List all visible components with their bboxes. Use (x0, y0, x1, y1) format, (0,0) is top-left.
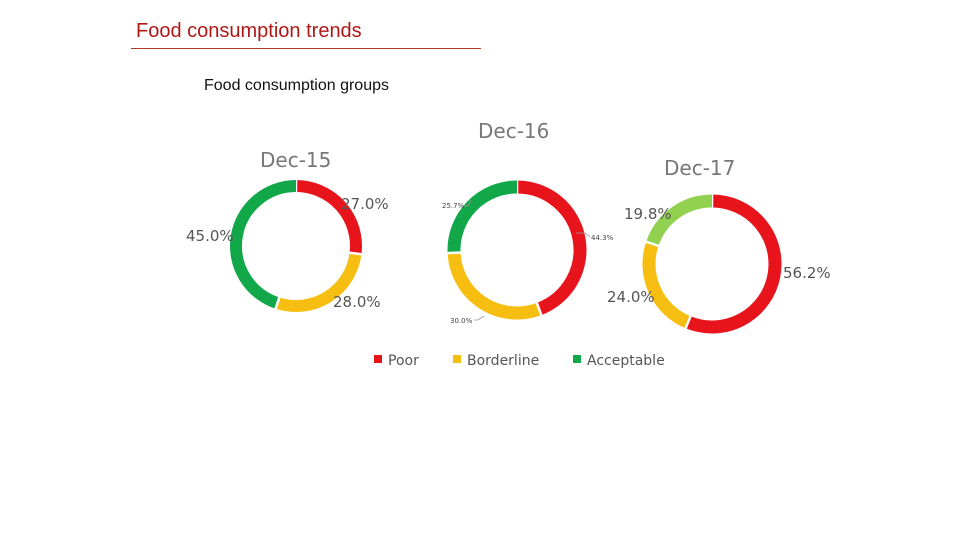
legend-label-acceptable: Acceptable (587, 353, 665, 369)
donut-title-dec-17: Dec-17 (664, 156, 735, 180)
label-dec-16-borderline: 30.0% (450, 317, 473, 325)
legend: Poor Borderline Acceptable (374, 353, 665, 369)
slice-dec-17-poor (685, 194, 782, 334)
slice-dec-16-poor (516, 180, 587, 316)
label-dec-16-acceptable: 25.7% (442, 202, 465, 210)
chart-subtitle: Food consumption groups (204, 77, 389, 94)
legend-swatch-poor (374, 355, 382, 363)
slice-dec-15-poor (295, 180, 362, 255)
slice-separator (535, 301, 543, 317)
slice-dec-15-borderline (275, 252, 362, 312)
donut-title-dec-16: Dec-16 (478, 119, 549, 143)
donut-dec-17: Dec-17 56.2% 24.0% 19.8% (607, 156, 831, 334)
slice-dec-15-acceptable (230, 180, 297, 309)
leader-line-dec-16-acceptable (463, 199, 472, 207)
slice-separator (644, 240, 660, 248)
legend-swatch-borderline (453, 355, 461, 363)
label-dec-17-borderline: 24.0% (607, 288, 655, 306)
slice-dec-16-borderline (447, 252, 542, 320)
label-dec-15-poor: 27.0% (341, 195, 389, 213)
slide-title: Food consumption trends (136, 20, 362, 42)
slice-dec-16-acceptable (447, 180, 518, 254)
leader-line-dec-16-borderline (474, 315, 485, 321)
legend-swatch-acceptable (573, 355, 581, 363)
slice-separator (348, 251, 363, 256)
slice-dec-17-borderline (642, 241, 691, 329)
donut-title-dec-15: Dec-15 (260, 148, 331, 172)
title-underline (131, 48, 481, 49)
slice-separator (274, 296, 281, 311)
slice-separator (446, 251, 462, 255)
label-dec-17-poor: 56.2% (783, 264, 831, 282)
legend-label-poor: Poor (388, 353, 419, 369)
slice-dec-17-acceptable (646, 194, 713, 247)
label-dec-15-acceptable: 45.0% (186, 227, 234, 245)
label-dec-17-acceptable: 19.8% (624, 205, 672, 223)
legend-label-borderline: Borderline (467, 353, 539, 369)
donut-dec-15: Dec-15 27.0% 28.0% 45.0% (186, 148, 389, 312)
leader-line-dec-16-poor (576, 232, 591, 238)
label-dec-16-poor: 44.3% (591, 234, 614, 242)
label-dec-15-borderline: 28.0% (333, 293, 381, 311)
donut-dec-16: Dec-16 44.3% 30.0% 25.7% (442, 119, 614, 325)
slice-separator (684, 314, 693, 330)
